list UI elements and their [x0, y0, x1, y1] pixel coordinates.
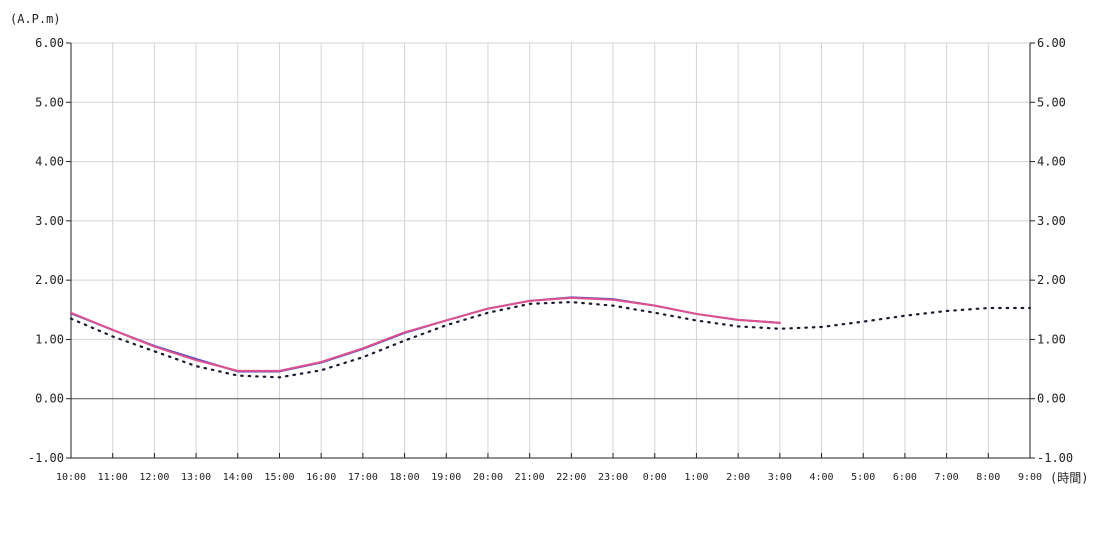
y-tick-label: 5.00 [35, 95, 64, 109]
x-tick-label: 18:00 [390, 472, 420, 483]
y-tick-label: 0.00 [1037, 392, 1066, 406]
x-tick-label: 13:00 [181, 472, 211, 483]
x-tick-label: 4:00 [809, 472, 833, 483]
x-tick-label: 5:00 [851, 472, 875, 483]
y-tick-label: 6.00 [35, 36, 64, 50]
x-axis-unit-label: (時間) [1050, 471, 1088, 485]
x-tick-label: 10:00 [56, 472, 86, 483]
x-tick-label: 11:00 [98, 472, 128, 483]
x-tick-label: 15:00 [264, 472, 294, 483]
y-tick-label: 4.00 [35, 155, 64, 169]
x-tick-label: 21:00 [515, 472, 545, 483]
x-tick-label: 20:00 [473, 472, 503, 483]
y-tick-label: 2.00 [1037, 273, 1066, 287]
axes [66, 42, 1035, 459]
y-tick-label: 5.00 [1037, 95, 1066, 109]
x-tick-label: 12:00 [139, 472, 169, 483]
y-axis-unit-label: (A.P.m) [10, 12, 61, 26]
x-tick-label: 22:00 [556, 472, 586, 483]
x-tick-label: 23:00 [598, 472, 628, 483]
x-tick-label: 7:00 [935, 472, 959, 483]
y-tick-label: 0.00 [35, 392, 64, 406]
x-tick-labels: 10:00 11:00 12:00 13:00 14:00 15:00 16:00 17:00… [56, 472, 1042, 483]
grid-lines [70, 42, 1031, 459]
y-tick-labels-left: 6.00 5.00 4.00 3.00 2.00 1.00 0.00 -1.00 [28, 36, 64, 465]
y-tick-label: 3.00 [1037, 214, 1066, 228]
y-tick-label: 3.00 [35, 214, 64, 228]
x-tick-label: 17:00 [348, 472, 378, 483]
y-tick-labels-right: 6.00 5.00 4.00 3.00 2.00 1.00 0.00 -1.00 [1037, 36, 1073, 465]
series-lines [69, 296, 1032, 379]
x-tick-label: 16:00 [306, 472, 336, 483]
x-tick-label: 0:00 [643, 472, 667, 483]
y-tick-label: 4.00 [1037, 155, 1066, 169]
x-tick-label: 3:00 [768, 472, 792, 483]
y-tick-label: 6.00 [1037, 36, 1066, 50]
y-tick-label: 1.00 [1037, 332, 1066, 346]
y-tick-label: -1.00 [1037, 451, 1073, 465]
x-tick-label: 1:00 [684, 472, 708, 483]
x-tick-label: 9:00 [1018, 472, 1042, 483]
x-tick-label: 2:00 [726, 472, 750, 483]
x-tick-label: 19:00 [431, 472, 461, 483]
y-tick-label: 2.00 [35, 273, 64, 287]
x-tick-label: 14:00 [223, 472, 253, 483]
y-tick-label: 1.00 [35, 332, 64, 346]
x-tick-label: 6:00 [893, 472, 917, 483]
series-line-solid [70, 296, 781, 372]
x-tick-label: 8:00 [976, 472, 1000, 483]
y-tick-label: -1.00 [28, 451, 64, 465]
